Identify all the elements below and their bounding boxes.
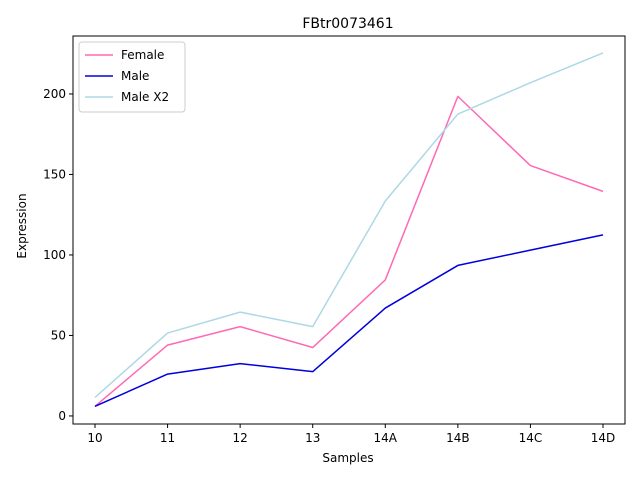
x-axis-label: Samples: [322, 451, 373, 465]
series-line: [94, 95, 604, 407]
plot-frame: [72, 35, 626, 425]
x-tick-label: 11: [160, 431, 175, 445]
x-tick-label: 14A: [374, 431, 398, 445]
x-tick-label: 14C: [519, 431, 543, 445]
y-axis-label: Expression: [15, 193, 29, 258]
y-tick-label: 200: [43, 87, 66, 101]
legend: Female Male Male X2: [78, 41, 186, 113]
series-line: [94, 234, 604, 407]
y-tick-label: 50: [51, 328, 66, 342]
y-axis: 0 50 100 150 200: [43, 87, 73, 423]
x-tick-label: 10: [87, 431, 102, 445]
x-tick-label: 14B: [446, 431, 470, 445]
legend-label: Female: [121, 48, 164, 62]
y-tick-label: 150: [43, 167, 66, 181]
legend-label: Male X2: [121, 90, 169, 104]
x-tick-label: 13: [305, 431, 320, 445]
y-tick-label: 100: [43, 248, 66, 262]
chart-title: FBtr0073461: [302, 16, 393, 32]
legend-label: Male: [121, 69, 149, 83]
x-tick-label: 14D: [591, 431, 616, 445]
plot-area: [94, 52, 604, 407]
series-line: [94, 52, 604, 399]
y-tick-label: 0: [58, 409, 66, 423]
legend-box: [78, 41, 186, 113]
x-tick-label: 12: [233, 431, 248, 445]
x-axis: 10 11 12 13 14A 14B 14C 14D: [87, 424, 615, 445]
